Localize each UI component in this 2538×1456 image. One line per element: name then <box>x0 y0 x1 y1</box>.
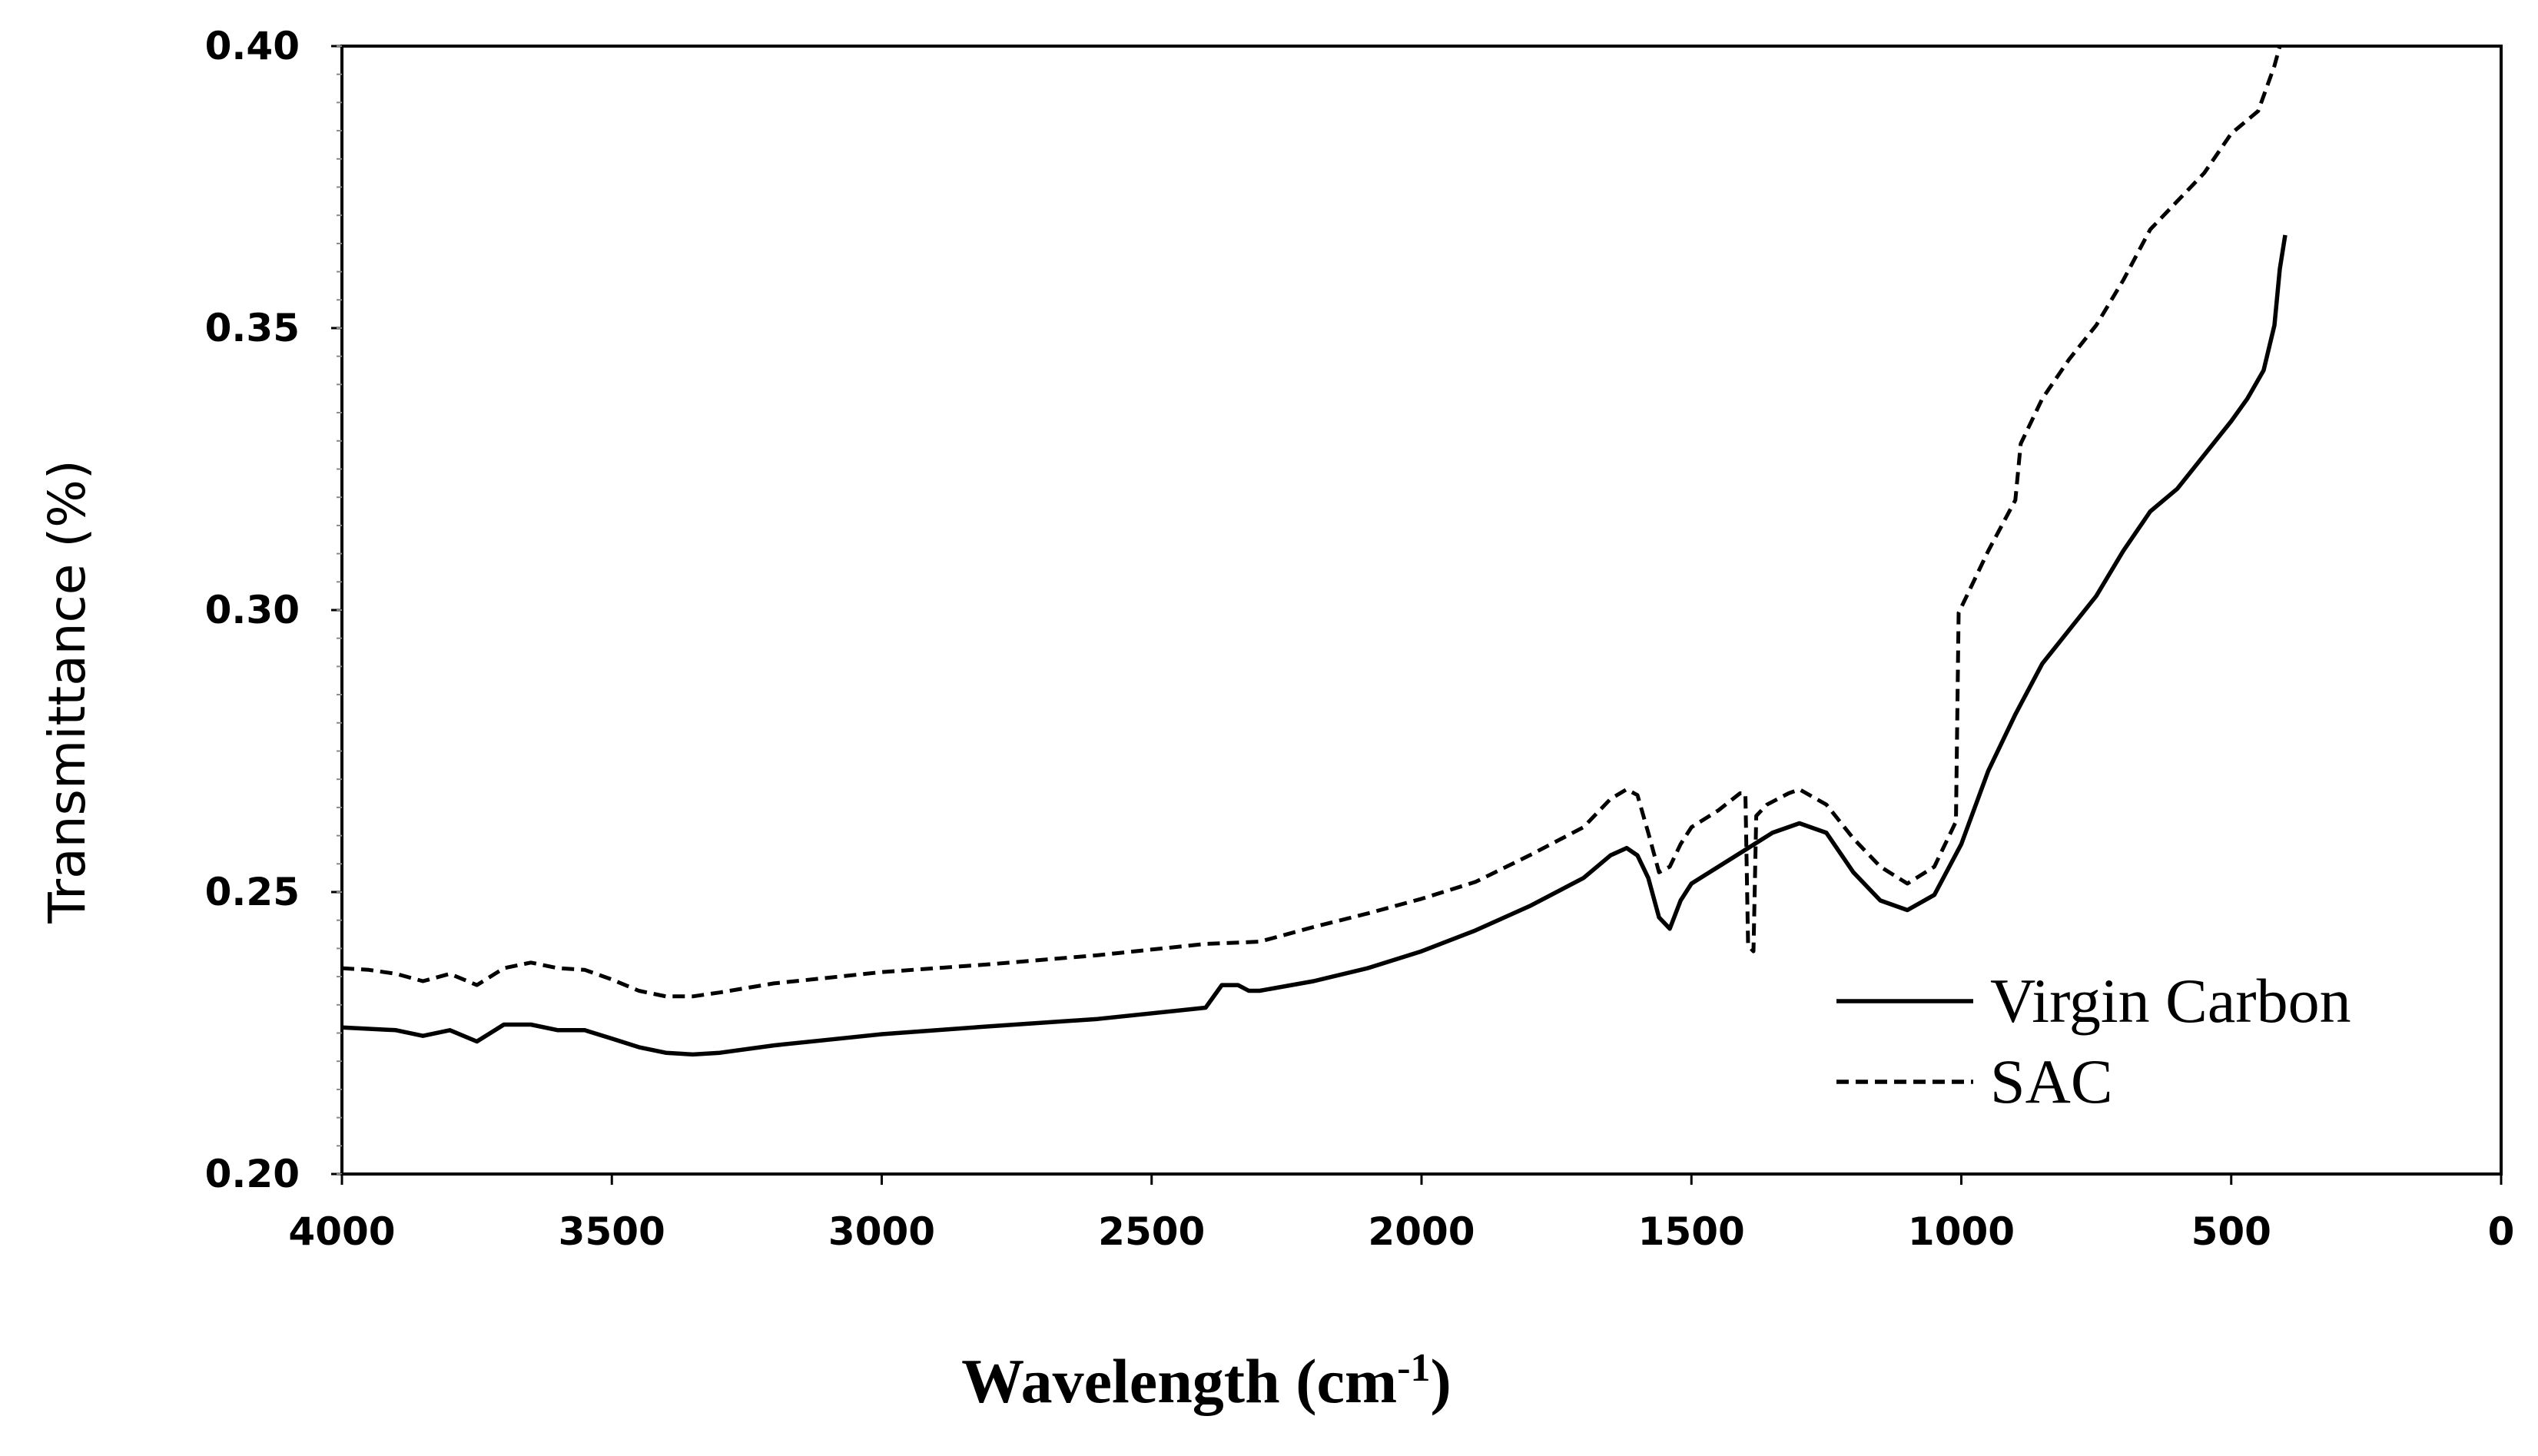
x-tick-label: 500 <box>2191 1209 2271 1254</box>
x-tick-label: 4000 <box>288 1209 395 1254</box>
x-axis-title-main: Wavelength (cm <box>961 1346 1397 1416</box>
x-tick-label: 1000 <box>1908 1209 2015 1254</box>
plot-area <box>341 45 2288 1057</box>
series-line-sac <box>341 45 2282 999</box>
axes: 0.20 0.25 0.30 0.35 0.40 4000 3500 3000 2500 2000… <box>205 24 2515 1254</box>
y-tick-label: 0.30 <box>205 588 300 632</box>
x-axis-title-suffix: ) <box>1431 1346 1451 1416</box>
y-axis-title: Transmittance (%) <box>38 459 97 924</box>
legend-label: Virgin Carbon <box>1990 966 2351 1036</box>
x-axis-title: Wavelength (cm-1) <box>961 1346 1451 1417</box>
legend-label: SAC <box>1990 1046 2113 1116</box>
y-tick-label: 0.35 <box>205 306 300 350</box>
x-tick-label: 3000 <box>828 1209 935 1254</box>
x-tick-label: 0 <box>2488 1209 2515 1254</box>
series-line-virgin-carbon <box>341 234 2288 1057</box>
y-tick-label: 0.25 <box>205 870 300 914</box>
legend: Virgin Carbon SAC <box>1836 966 2351 1116</box>
x-tick-label: 2500 <box>1098 1209 1205 1254</box>
x-tick-label: 1500 <box>1638 1209 1745 1254</box>
y-tick-label: 0.20 <box>205 1152 300 1196</box>
x-tick-label: 2000 <box>1368 1209 1475 1254</box>
x-axis-title-superscript: -1 <box>1397 1346 1430 1390</box>
y-tick-label: 0.40 <box>205 24 300 68</box>
x-tick-label: 3500 <box>559 1209 665 1254</box>
